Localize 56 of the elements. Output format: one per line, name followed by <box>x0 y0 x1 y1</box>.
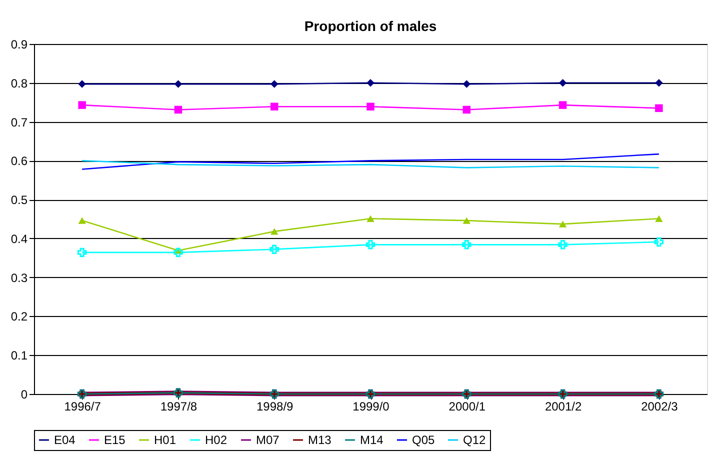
point <box>462 217 471 224</box>
legend-label: Q05 <box>412 433 436 447</box>
chart-title: Proportion of males <box>304 18 437 34</box>
point <box>78 101 86 109</box>
point <box>655 79 663 87</box>
point <box>462 240 472 250</box>
legend-label: M07 <box>256 433 280 447</box>
point <box>366 79 374 87</box>
x-tick-label: 1996/7 <box>64 400 102 414</box>
y-tick-label: 0.1 <box>10 348 28 363</box>
legend-label: H01 <box>154 433 176 447</box>
point <box>655 104 663 112</box>
x-tick-label: 1997/8 <box>160 400 198 414</box>
point <box>655 215 663 222</box>
x-tick-label: 2001/2 <box>544 400 582 414</box>
point <box>654 237 664 247</box>
point <box>366 240 376 250</box>
y-tick-label: 0.3 <box>10 270 28 285</box>
point <box>174 106 182 114</box>
x-tick-label: 2000/1 <box>448 400 486 414</box>
y-tick-label: 0.7 <box>10 115 28 130</box>
point <box>558 101 567 109</box>
point <box>558 240 568 250</box>
point <box>558 220 567 228</box>
y-tick-label: 0.8 <box>10 76 28 90</box>
line-series <box>81 153 660 170</box>
y-tick-label: 0.4 <box>10 232 28 246</box>
x-tick-label: 1998/9 <box>256 400 294 414</box>
point <box>366 102 374 110</box>
legend-label: E04 <box>54 433 76 447</box>
x-tick-label: 1999/0 <box>352 400 390 414</box>
legend-label: Q12 <box>463 433 486 447</box>
legend-label: M14 <box>360 433 384 447</box>
y-tick-label: 0 <box>20 388 28 402</box>
y-tick-label: 0.9 <box>10 38 28 52</box>
y-tick-label: 0.5 <box>10 193 28 208</box>
legend-label: M13 <box>308 433 332 447</box>
point <box>78 80 86 88</box>
point <box>462 80 471 88</box>
point <box>558 79 567 87</box>
point <box>174 80 182 88</box>
line-series <box>81 160 660 168</box>
point <box>270 228 278 235</box>
point <box>78 217 86 224</box>
point <box>270 80 278 88</box>
y-tick-label: 0.6 <box>10 154 28 168</box>
legend-label: H02 <box>205 433 228 447</box>
y-tick-label: 0.2 <box>10 310 28 324</box>
point <box>366 215 374 222</box>
point <box>174 248 183 258</box>
point <box>270 102 278 110</box>
x-tick-label: 2002/3 <box>641 400 678 414</box>
point <box>462 106 471 114</box>
legend-label: E15 <box>104 433 126 447</box>
point <box>270 244 279 254</box>
point <box>77 248 87 258</box>
